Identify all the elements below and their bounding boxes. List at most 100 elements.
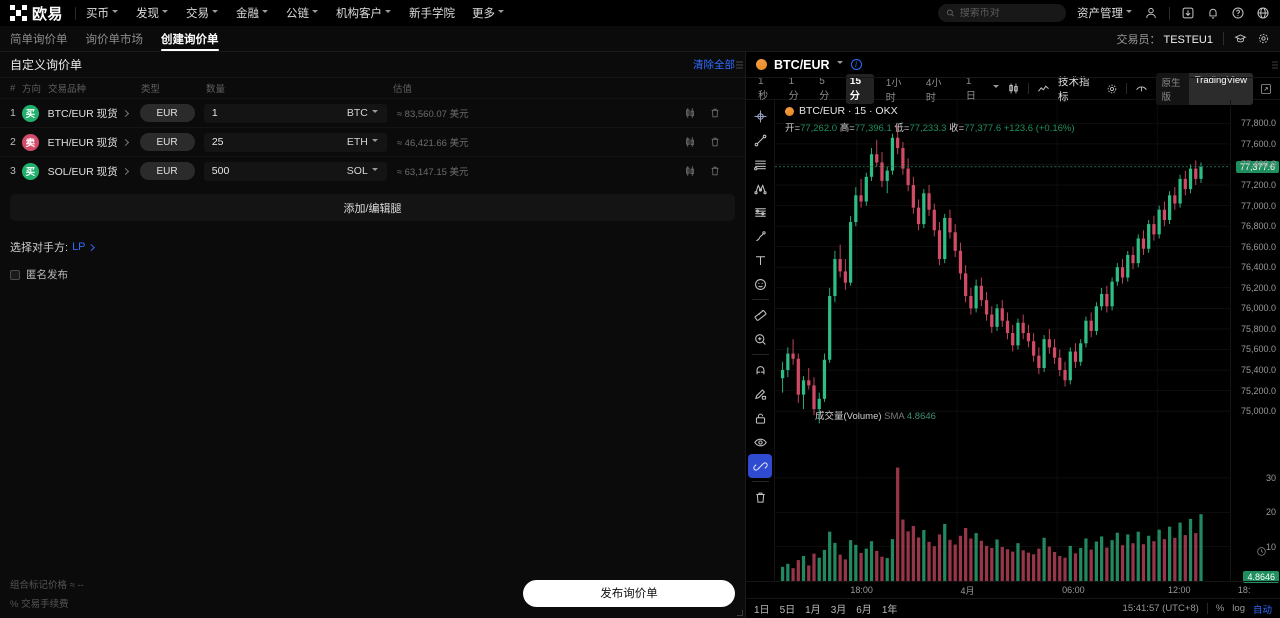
range-1y[interactable]: 1年: [881, 605, 898, 616]
nav-item-chain[interactable]: 公链: [286, 5, 319, 21]
tf-5m[interactable]: 5分: [819, 75, 830, 102]
nav-item-buy-crypto[interactable]: 买币: [86, 5, 119, 21]
timezone-icon[interactable]: [1256, 546, 1267, 557]
quantity-field[interactable]: SOL: [203, 161, 387, 181]
indicator-icon[interactable]: [1037, 82, 1050, 95]
delete-icon[interactable]: [709, 107, 721, 119]
crosshair-icon[interactable]: [748, 104, 772, 128]
gear-icon[interactable]: [1106, 83, 1118, 95]
info-icon[interactable]: i: [850, 59, 862, 70]
magnet-icon[interactable]: [748, 358, 772, 382]
resize-corner-handle[interactable]: [737, 610, 743, 616]
tf-4h[interactable]: 4小时: [925, 77, 942, 104]
unit-selector[interactable]: BTC: [347, 107, 379, 119]
download-icon[interactable]: [1181, 6, 1195, 20]
panel-resize-handle[interactable]: [736, 61, 743, 68]
bell-icon[interactable]: [1206, 6, 1220, 20]
percent-scale-button[interactable]: %: [1215, 603, 1225, 614]
globe-icon[interactable]: [1256, 6, 1270, 20]
layout-icon[interactable]: [1135, 82, 1148, 95]
indicators-button[interactable]: 技术指标: [1058, 75, 1090, 103]
currency-type-pill[interactable]: EUR: [139, 133, 195, 151]
nav-item-more[interactable]: 更多: [472, 5, 505, 21]
draw-mode-lock-icon[interactable]: [748, 382, 772, 406]
range-5d[interactable]: 5日: [779, 605, 796, 616]
tab-rfq-market[interactable]: 询价单市场: [86, 26, 144, 51]
quantity-field[interactable]: BTC: [203, 103, 387, 123]
tf-1m[interactable]: 1分: [788, 75, 799, 102]
fullscreen-icon[interactable]: [1260, 83, 1272, 95]
unit-selector[interactable]: ETH: [347, 136, 379, 148]
row-side[interactable]: 买: [21, 162, 48, 180]
help-icon[interactable]: [1231, 6, 1245, 20]
unit-selector[interactable]: SOL: [347, 165, 379, 177]
nav-item-discover[interactable]: 发现: [136, 5, 169, 21]
chart-drag-handle[interactable]: [1272, 61, 1278, 68]
sync-drawings-icon[interactable]: [748, 454, 772, 478]
native-version-option[interactable]: 原生版: [1161, 77, 1181, 103]
okx-logo[interactable]: 欧易: [10, 3, 73, 24]
chevron-down-icon[interactable]: [836, 60, 844, 67]
candlestick-icon[interactable]: [684, 107, 696, 119]
currency-type-pill[interactable]: EUR: [139, 162, 195, 180]
horizontal-lines-icon[interactable]: [748, 152, 772, 176]
tab-simple-rfq[interactable]: 简单询价单: [10, 26, 68, 51]
candlestick-icon[interactable]: [684, 165, 696, 177]
clear-all-button[interactable]: 清除全部: [693, 59, 735, 71]
trash-icon[interactable]: [748, 485, 772, 509]
auto-scale-button[interactable]: 自动: [1252, 604, 1272, 616]
brush-icon[interactable]: [748, 224, 772, 248]
quantity-input[interactable]: [211, 165, 347, 177]
tf-15m[interactable]: 15分: [845, 73, 874, 104]
symbol-selector[interactable]: ETH/EUR 现货: [48, 135, 140, 150]
counterparty-selector[interactable]: LP: [72, 241, 94, 253]
nav-item-asset-management[interactable]: 资产管理: [1077, 5, 1133, 21]
search-box[interactable]: [938, 4, 1066, 22]
delete-icon[interactable]: [709, 165, 721, 177]
symbol-selector[interactable]: BTC/EUR 现货: [48, 106, 140, 121]
row-side[interactable]: 买: [21, 104, 48, 122]
tf-1h[interactable]: 1小时: [885, 77, 902, 104]
price-axis[interactable]: 77,377.6 4.8646 77,800.0 77,600.0 77,400.0…: [1230, 100, 1280, 583]
range-6mo[interactable]: 6月: [856, 605, 872, 616]
lock-icon[interactable]: [748, 406, 772, 430]
price-plot[interactable]: BTC/EUR · 15 · OKX 开=77,262.0 高=77,396.1…: [775, 100, 1230, 581]
nav-item-institutional[interactable]: 机构客户: [336, 5, 392, 21]
nav-item-academy[interactable]: 新手学院: [409, 5, 455, 21]
anonymous-publish-checkbox[interactable]: 匿名发布: [10, 267, 735, 282]
symbol-selector[interactable]: SOL/EUR 现货: [48, 164, 140, 179]
log-scale-button[interactable]: log: [1232, 603, 1245, 614]
quantity-field[interactable]: ETH: [203, 132, 387, 152]
publish-rfq-button[interactable]: 发布询价单: [523, 579, 735, 607]
range-1mo[interactable]: 1月: [805, 605, 821, 616]
time-axis[interactable]: 18:00 4月 06:00 12:00 18:: [746, 581, 1280, 598]
ruler-icon[interactable]: [748, 303, 772, 327]
range-3mo[interactable]: 3月: [830, 605, 847, 616]
trend-line-icon[interactable]: [748, 128, 772, 152]
candlestick-icon[interactable]: [684, 136, 696, 148]
range-1d[interactable]: 1日: [754, 605, 770, 616]
fib-retracement-icon[interactable]: [748, 200, 772, 224]
quantity-input[interactable]: [211, 107, 347, 119]
row-side[interactable]: 卖: [21, 133, 48, 151]
emoji-icon[interactable]: [748, 272, 772, 296]
quantity-input[interactable]: [211, 136, 347, 148]
text-icon[interactable]: [748, 248, 772, 272]
currency-type-pill[interactable]: EUR: [139, 104, 195, 122]
nav-item-finance[interactable]: 金融: [236, 5, 269, 21]
add-edit-leg-button[interactable]: 添加/编辑腿: [10, 194, 735, 221]
delete-icon[interactable]: [709, 136, 721, 148]
zoom-in-icon[interactable]: [748, 327, 772, 351]
tf-1d[interactable]: 1日: [965, 75, 976, 102]
chart-type-icon[interactable]: [1007, 82, 1020, 95]
pitchfork-icon[interactable]: [748, 176, 772, 200]
user-icon[interactable]: [1144, 6, 1158, 20]
gear-icon[interactable]: [1257, 32, 1270, 45]
tf-1s[interactable]: 1秒: [758, 75, 768, 102]
chevron-down-icon[interactable]: [992, 84, 1000, 91]
tab-create-rfq[interactable]: 创建询价单: [161, 26, 219, 51]
nav-item-trade[interactable]: 交易: [186, 5, 219, 21]
graduation-cap-icon[interactable]: [1234, 32, 1247, 45]
eye-icon[interactable]: [748, 430, 772, 454]
search-input[interactable]: [959, 7, 1058, 19]
